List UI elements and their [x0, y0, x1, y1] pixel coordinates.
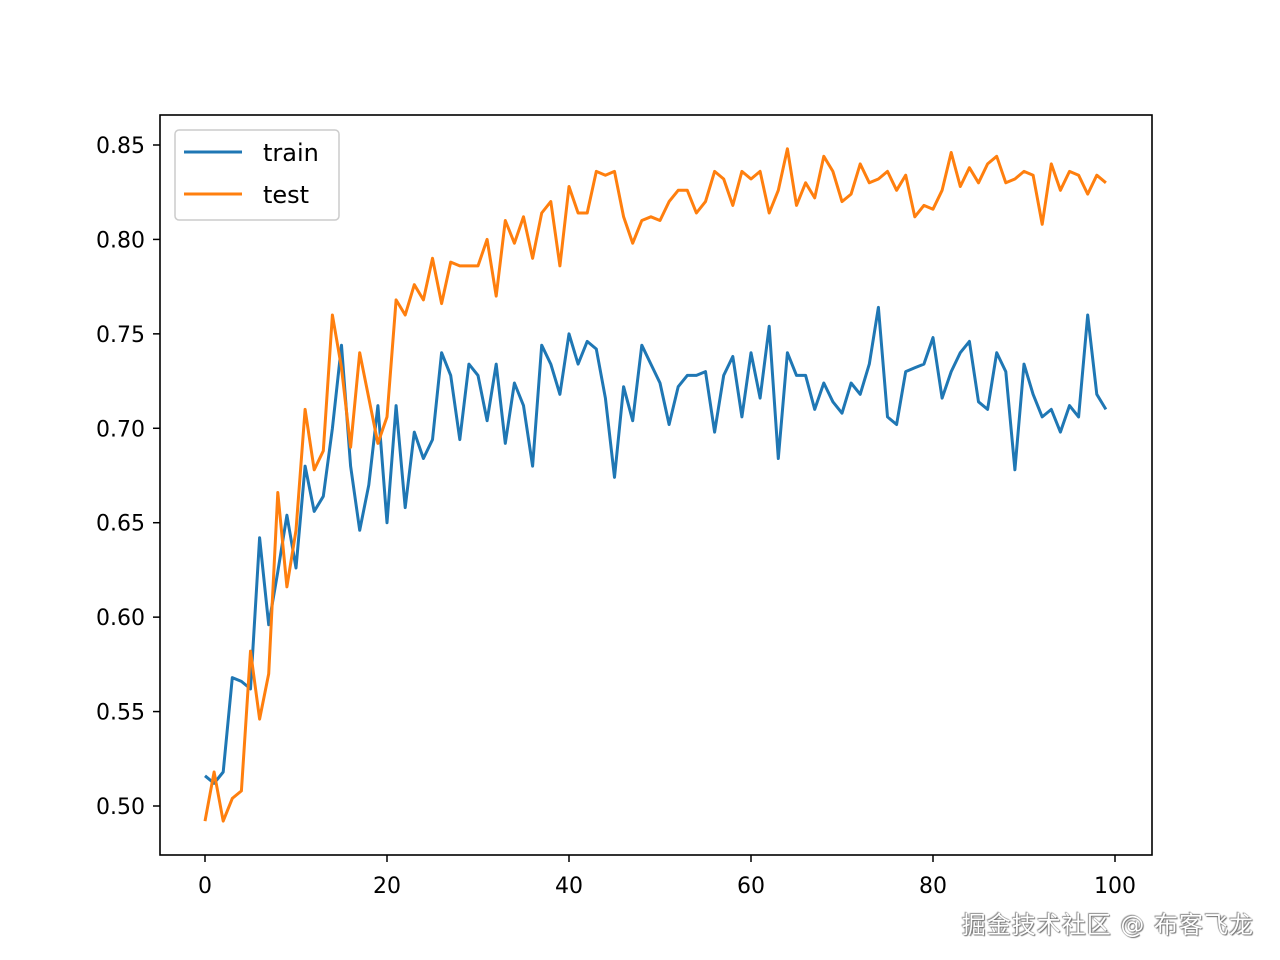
legend-label-test: test: [263, 181, 309, 209]
y-tick-label: 0.85: [96, 134, 145, 159]
x-tick-label: 0: [198, 874, 212, 899]
legend-label-train: train: [263, 139, 319, 167]
y-tick-label: 0.55: [96, 701, 145, 726]
x-tick-label: 100: [1094, 874, 1136, 899]
y-tick-label: 0.80: [96, 228, 145, 253]
x-tick-label: 40: [555, 874, 583, 899]
y-tick-label: 0.50: [96, 795, 145, 820]
y-tick-label: 0.65: [96, 512, 145, 537]
x-tick-label: 80: [919, 874, 947, 899]
y-tick-label: 0.70: [96, 417, 145, 442]
watermark: 掘金技术社区 @ 布客飞龙: [961, 911, 1254, 939]
y-axis: 0.50 0.55 0.60 0.65 0.70 0.75 0.80 0.85: [96, 134, 160, 820]
series-lines: [203, 147, 1108, 823]
x-tick-label: 60: [737, 874, 765, 899]
x-axis: 0 20 40 60 80 100: [198, 855, 1136, 899]
y-tick-label: 0.75: [96, 323, 145, 348]
legend: train test: [174, 129, 340, 221]
series-line-test: [203, 147, 1107, 823]
y-tick-label: 0.60: [96, 606, 145, 631]
x-tick-label: 20: [373, 874, 401, 899]
series-line-train: [204, 305, 1108, 785]
